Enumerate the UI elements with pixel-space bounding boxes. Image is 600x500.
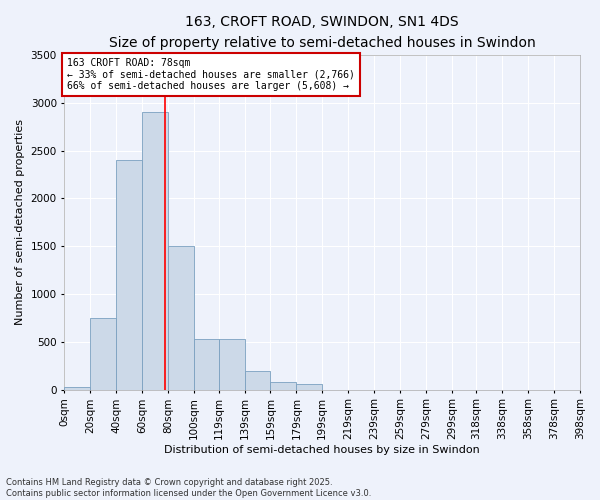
Bar — [194, 339, 218, 390]
Y-axis label: Number of semi-detached properties: Number of semi-detached properties — [15, 120, 25, 326]
Bar — [116, 160, 142, 390]
Title: 163, CROFT ROAD, SWINDON, SN1 4DS
Size of property relative to semi-detached hou: 163, CROFT ROAD, SWINDON, SN1 4DS Size o… — [109, 15, 536, 50]
Bar — [91, 318, 116, 390]
Text: 163 CROFT ROAD: 78sqm
← 33% of semi-detached houses are smaller (2,766)
66% of s: 163 CROFT ROAD: 78sqm ← 33% of semi-deta… — [67, 58, 355, 92]
Bar — [142, 112, 168, 390]
Bar — [245, 370, 271, 390]
Bar — [218, 339, 245, 390]
X-axis label: Distribution of semi-detached houses by size in Swindon: Distribution of semi-detached houses by … — [164, 445, 480, 455]
Bar — [168, 246, 194, 390]
Bar — [271, 382, 296, 390]
Text: Contains HM Land Registry data © Crown copyright and database right 2025.
Contai: Contains HM Land Registry data © Crown c… — [6, 478, 371, 498]
Bar — [296, 384, 322, 390]
Bar — [64, 387, 91, 390]
